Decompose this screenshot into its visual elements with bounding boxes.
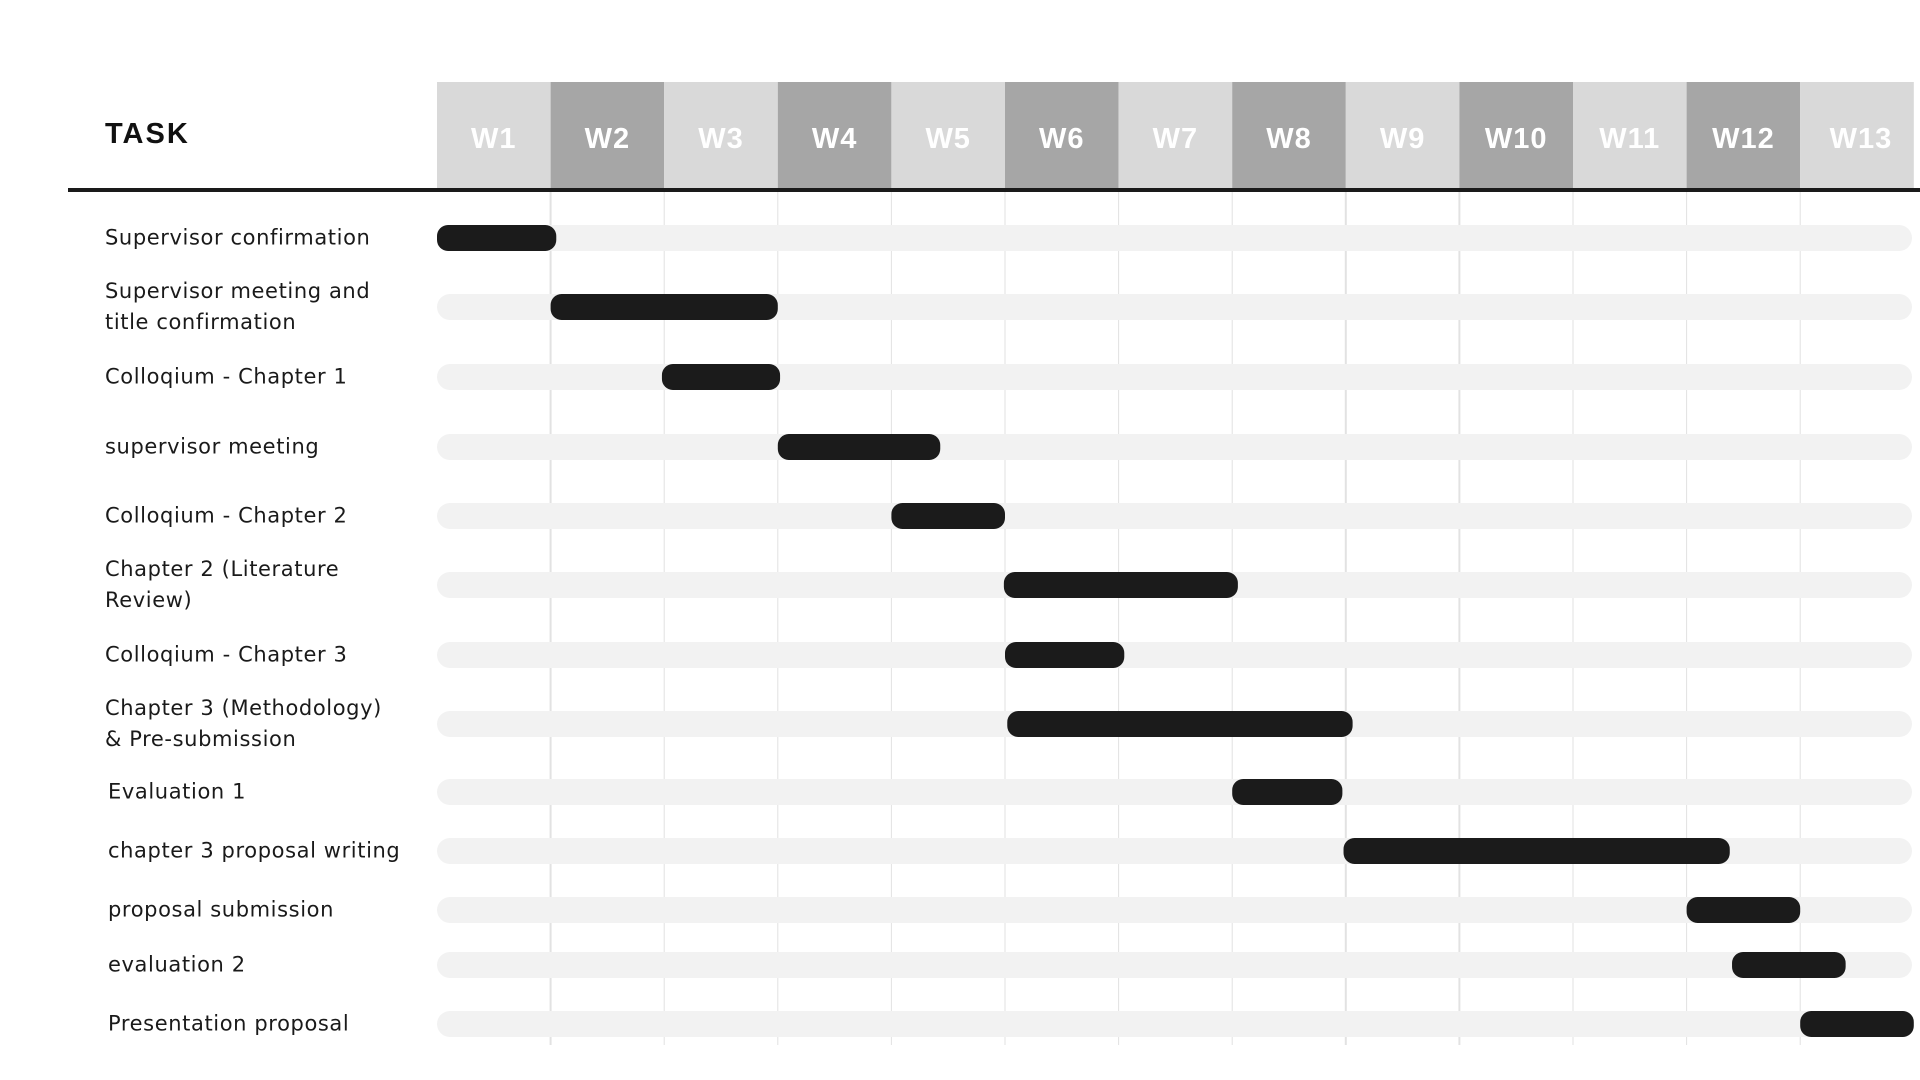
week-header-label: W11	[1599, 123, 1660, 155]
task-label: Evaluation 1	[108, 779, 247, 804]
week-header-cell-w10	[1459, 82, 1573, 189]
week-header-label: W6	[1039, 123, 1085, 155]
task-label: chapter 3 proposal writing	[108, 838, 401, 863]
week-header-label: W7	[1153, 123, 1199, 155]
task-bar[interactable]	[1232, 779, 1343, 805]
week-header-cell-w13	[1800, 82, 1914, 189]
week-header-label: W8	[1266, 123, 1312, 155]
task-label: Chapter 3 (Methodology) & Pre-submission	[105, 696, 382, 751]
task-bar[interactable]	[1686, 897, 1801, 923]
week-header-label: W1	[471, 123, 517, 155]
task-label: Colloqium - Chapter 1	[105, 364, 348, 389]
task-label: Supervisor meeting and title confirmatio…	[105, 279, 371, 334]
task-track	[437, 897, 1912, 923]
task-track	[437, 434, 1912, 460]
week-header-label: W2	[585, 123, 631, 155]
task-label: evaluation 2	[108, 952, 246, 977]
task-label: proposal submission	[108, 897, 334, 922]
week-header-label: W3	[698, 123, 744, 155]
task-bar[interactable]	[1007, 711, 1353, 737]
task-track	[437, 225, 1912, 251]
week-header-cell-w5	[891, 82, 1005, 189]
task-track	[437, 364, 1912, 390]
week-header-label: W10	[1485, 123, 1548, 155]
week-header-cell-w1	[437, 82, 551, 189]
week-header-cell-w3	[664, 82, 778, 189]
task-label: Colloqium - Chapter 2	[105, 503, 348, 528]
task-track	[437, 1011, 1912, 1037]
task-track	[437, 642, 1912, 668]
week-header-cell-w8	[1232, 82, 1346, 189]
task-bar[interactable]	[1343, 838, 1730, 864]
week-header-label: W4	[812, 123, 858, 155]
task-track	[437, 779, 1912, 805]
task-bar[interactable]	[1800, 1011, 1914, 1037]
week-header-label: W12	[1712, 123, 1775, 155]
task-bar[interactable]	[661, 364, 781, 390]
task-bar[interactable]	[1003, 572, 1238, 598]
week-header-cell-w6	[1005, 82, 1119, 189]
task-track	[437, 952, 1912, 978]
task-track	[437, 294, 1912, 320]
week-header-label: W9	[1380, 123, 1426, 155]
week-header-label: W5	[925, 123, 971, 155]
week-header-cell-w2	[550, 82, 665, 189]
task-bar[interactable]	[891, 503, 1005, 529]
task-label: supervisor meeting	[105, 434, 320, 459]
task-bar[interactable]	[1005, 642, 1125, 668]
task-column-header: TASK	[105, 118, 190, 150]
task-label: Chapter 2 (Literature Review)	[105, 557, 340, 612]
week-header-cell-w7	[1118, 82, 1233, 189]
task-bar[interactable]	[777, 434, 941, 460]
task-bar[interactable]	[550, 294, 778, 320]
task-track	[437, 503, 1912, 529]
week-header-label: W13	[1830, 123, 1893, 155]
task-label: Presentation proposal	[108, 1011, 350, 1036]
week-header-cell-w9	[1345, 82, 1460, 189]
week-header-cell-w12	[1686, 82, 1801, 189]
task-label: Supervisor confirmation	[105, 225, 371, 250]
week-header-cell-w4	[777, 82, 892, 189]
task-label: Colloqium - Chapter 3	[105, 642, 348, 667]
task-bar[interactable]	[437, 225, 557, 251]
week-header-cell-w11	[1573, 82, 1687, 189]
task-bar[interactable]	[1732, 952, 1846, 978]
